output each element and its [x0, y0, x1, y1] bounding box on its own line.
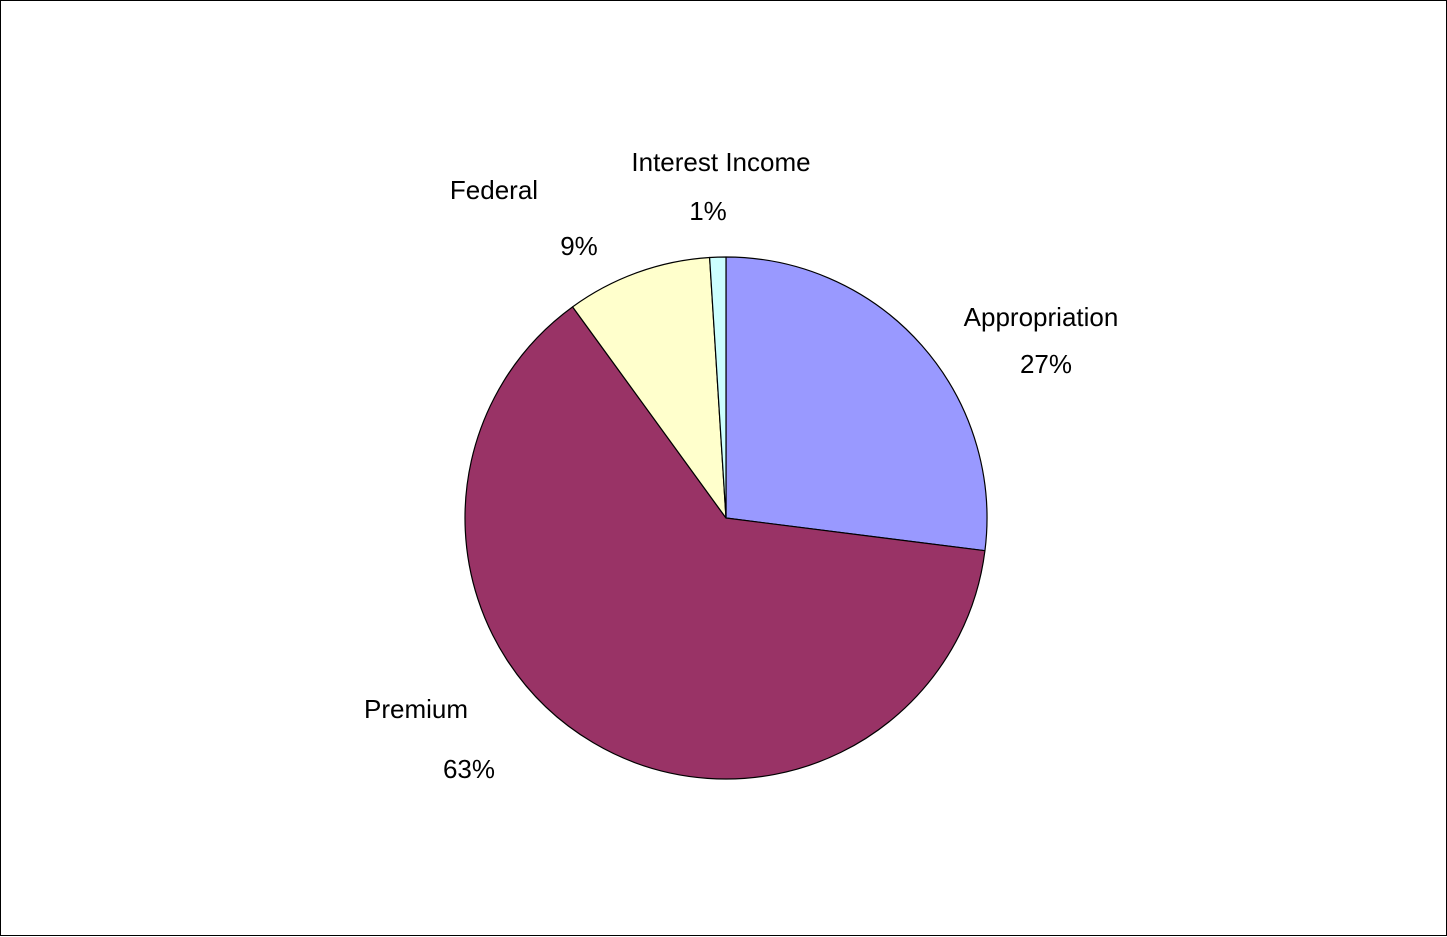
- category-label-premium: Premium: [364, 694, 468, 724]
- value-label-federal: 9%: [560, 231, 598, 261]
- value-label-appropriation: 27%: [1020, 349, 1072, 379]
- category-label-interest-income: Interest Income: [631, 147, 810, 177]
- category-label-federal: Federal: [450, 175, 538, 205]
- category-label-appropriation: Appropriation: [964, 302, 1119, 332]
- value-label-interest-income: 1%: [689, 196, 727, 226]
- value-label-premium: 63%: [443, 754, 495, 784]
- slice-appropriation: [726, 257, 987, 551]
- pie-slices: [465, 257, 987, 779]
